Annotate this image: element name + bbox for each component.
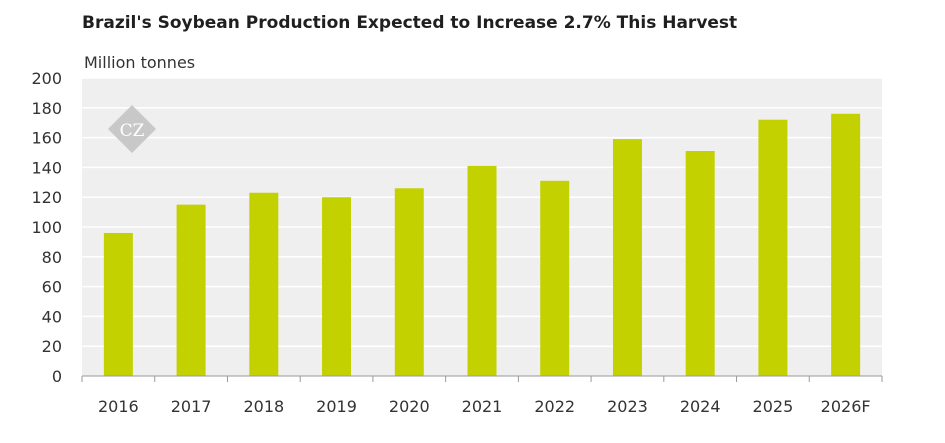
x-axis xyxy=(81,375,883,382)
watermark-text: CZ xyxy=(120,121,145,141)
bar-2023 xyxy=(612,139,642,376)
chart-title: Brazil's Soybean Production Expected to … xyxy=(82,13,737,33)
x-tick-label: 2020 xyxy=(389,397,430,416)
bar-2021 xyxy=(467,165,497,376)
x-tick-label: 2016 xyxy=(98,397,139,416)
bar-2024 xyxy=(685,151,715,376)
y-tick-label: 200 xyxy=(31,69,62,88)
bar-2016 xyxy=(103,232,133,376)
bar-2019 xyxy=(322,197,352,376)
y-tick-label: 160 xyxy=(31,129,62,148)
y-axis-unit-label: Million tonnes xyxy=(84,53,195,72)
x-tick-label: 2021 xyxy=(462,397,503,416)
bar-2017 xyxy=(176,204,206,376)
x-tick-label: 2025 xyxy=(753,397,794,416)
x-tick-label: 2023 xyxy=(607,397,648,416)
bar-2025 xyxy=(758,119,788,376)
x-tick-label: 2018 xyxy=(243,397,284,416)
y-tick-label: 100 xyxy=(31,218,62,237)
y-tick-label: 0 xyxy=(52,367,62,386)
y-tick-label: 80 xyxy=(42,248,62,267)
y-tick-label: 140 xyxy=(31,158,62,177)
x-tick-label: 2017 xyxy=(171,397,212,416)
x-tick-label: 2024 xyxy=(680,397,721,416)
y-tick-label: 60 xyxy=(42,278,62,297)
x-axis-ticks: 2016 2017 2018 2019 2020 2021 2022 2023 2024 2025… xyxy=(98,397,871,416)
cz-watermark-logo: CZ xyxy=(107,104,157,154)
y-tick-label: 180 xyxy=(31,99,62,118)
bar-2018 xyxy=(249,192,279,376)
y-tick-label: 20 xyxy=(42,337,62,356)
bar-2022 xyxy=(540,180,570,376)
bar-2020 xyxy=(394,188,424,376)
y-axis-ticks: 0 20 40 60 80 100 120 140 160 180 200 xyxy=(31,69,62,386)
x-tick-label: 2026F xyxy=(821,397,871,416)
bars xyxy=(103,113,861,376)
y-tick-label: 40 xyxy=(42,307,62,326)
x-tick-label: 2019 xyxy=(316,397,357,416)
x-tick-label: 2022 xyxy=(534,397,575,416)
bar-2026F xyxy=(831,113,861,376)
y-tick-label: 120 xyxy=(31,188,62,207)
